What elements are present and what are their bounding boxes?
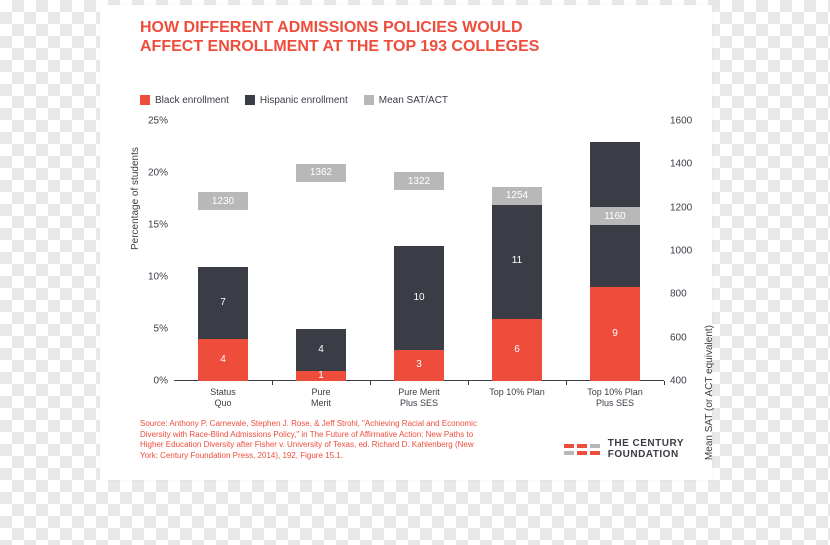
x-tick [370,381,371,385]
x-tick [468,381,469,385]
bar-value-label: 7 [198,297,248,308]
x-category-label: Top 10% PlanPlus SES [568,387,662,409]
bar-value-label: 1 [296,370,346,381]
bar-sat: 1230 [198,192,248,210]
bar-sat: 1254 [492,187,542,205]
legend-item: Black enrollment [140,95,229,106]
bar-black: 1 [296,371,346,381]
bar-sat: 1362 [296,164,346,182]
bar-black: 6 [492,319,542,381]
bar-value-label: 9 [590,328,640,339]
x-tick [566,381,567,385]
x-tick [272,381,273,385]
y-right-tick: 1000 [670,246,692,257]
bar-black: 9 [590,287,640,381]
bar-hispanic: 4 [296,329,346,371]
y-left-tick: 0% [154,376,168,387]
x-category-label: Pure MeritPlus SES [372,387,466,409]
y-right-tick: 600 [670,332,687,343]
bar-value-label: 4 [198,354,248,365]
y-left-axis-label: Percentage of students [130,147,141,250]
logo-mark-dash [590,451,600,455]
logo-mark-dash [590,444,600,448]
bar-value-label: 11 [492,255,542,266]
y-left-tick: 5% [154,324,168,335]
y-right-tick: 1400 [670,159,692,170]
chart-title: HOW DIFFERENT ADMISSIONS POLICIES WOULD … [140,19,560,57]
legend-item: Mean SAT/ACT [364,95,448,106]
legend-swatch [364,95,374,105]
bar-hispanic: 10 [394,246,444,350]
bar-black: 4 [198,339,248,381]
bar-sat: 1322 [394,172,444,190]
y-left-tick: 15% [148,220,168,231]
logo-mark [564,444,600,455]
source-citation: Source: Anthony P. Carnevale, Stephen J.… [140,419,490,462]
x-category-label: Top 10% Plan [470,387,564,398]
legend-swatch [140,95,150,105]
bar-hispanic: 7 [198,267,248,340]
legend-item: Hispanic enrollment [245,95,348,106]
bar-value-label: 6 [492,344,542,355]
bar-hispanic: 11 [492,204,542,318]
bar-value-label: 3 [394,359,444,370]
y-right-tick: 800 [670,289,687,300]
logo-text-line2: FOUNDATION [608,450,684,461]
x-category-label: PureMerit [274,387,368,409]
x-tick [664,381,665,385]
y-right-tick: 400 [670,376,687,387]
y-left-tick: 10% [148,272,168,283]
logo-mark-dash [564,444,574,448]
bar-black: 3 [394,350,444,381]
chart-card: HOW DIFFERENT ADMISSIONS POLICIES WOULD … [100,5,712,480]
plot-area: 0%5%10%15%20%25%400600800100012001400160… [174,121,664,381]
y-right-tick: 1200 [670,202,692,213]
y-left-tick: 20% [148,168,168,179]
y-right-axis-label: Mean SAT (or ACT equivalent) [704,325,715,460]
logo-mark-dash [577,451,587,455]
legend: Black enrollment Hispanic enrollment Mean … [140,95,448,106]
logo-mark-dash [564,451,574,455]
y-left-tick: 25% [148,116,168,127]
x-category-label: StatusQuo [176,387,270,409]
y-right-tick: 1600 [670,116,692,127]
logo-text: THE CENTURY FOUNDATION [608,439,684,460]
bar-value-label: 10 [394,292,444,303]
logo-mark-dash [577,444,587,448]
logo-text-line1: THE CENTURY [608,439,684,450]
footer-logo: THE CENTURY FOUNDATION [564,439,684,460]
legend-swatch [245,95,255,105]
bar-value-label: 4 [296,344,346,355]
bar-sat: 1160 [590,207,640,225]
